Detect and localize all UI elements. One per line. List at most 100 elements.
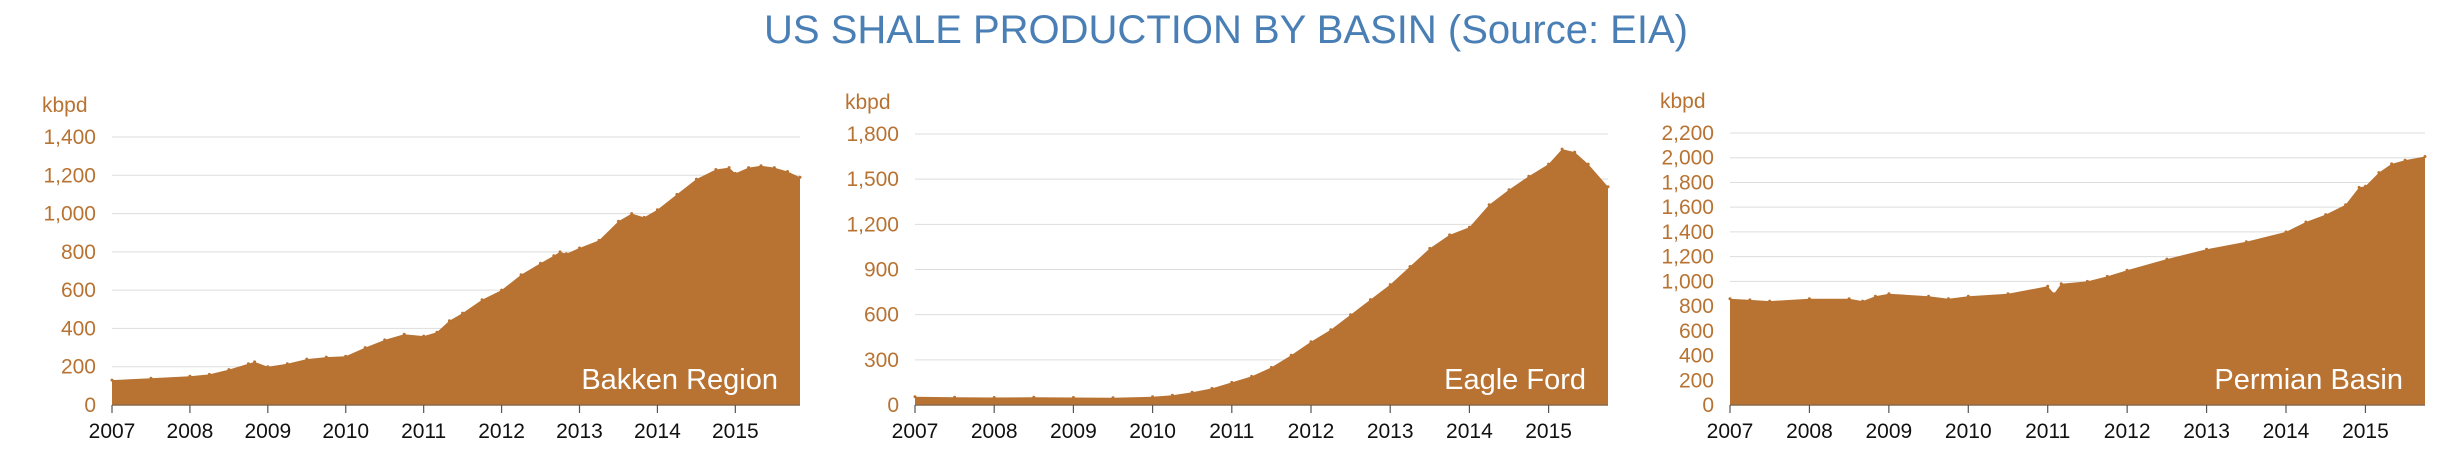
y-tick-label: 400 bbox=[61, 317, 96, 340]
x-tick-label: 2014 bbox=[634, 420, 681, 443]
data-point bbox=[913, 395, 917, 399]
data-point bbox=[1309, 340, 1313, 344]
data-point bbox=[642, 215, 646, 219]
data-point bbox=[1847, 297, 1851, 301]
data-point bbox=[383, 338, 387, 342]
data-point bbox=[1966, 294, 1970, 298]
data-point bbox=[324, 355, 328, 359]
data-point bbox=[747, 166, 751, 170]
data-point bbox=[2105, 274, 2109, 278]
data-point bbox=[772, 166, 776, 170]
y-tick-label: 300 bbox=[864, 349, 899, 372]
x-tick-label: 2009 bbox=[244, 420, 291, 443]
x-tick-label: 2012 bbox=[1288, 420, 1335, 443]
x-tick-label: 2015 bbox=[2342, 420, 2389, 443]
x-tick-label: 2012 bbox=[478, 420, 525, 443]
y-tick-label: 0 bbox=[1702, 394, 1714, 417]
data-point bbox=[1368, 298, 1372, 302]
y-tick-label: 600 bbox=[864, 304, 899, 327]
data-point bbox=[564, 252, 568, 256]
data-point bbox=[402, 332, 406, 336]
data-point bbox=[305, 357, 309, 361]
data-point bbox=[1946, 297, 1950, 301]
data-point bbox=[539, 261, 542, 265]
data-point bbox=[1032, 395, 1036, 399]
y-tick-label: 800 bbox=[1679, 295, 1714, 318]
chart-panel-1: 0 200 400 600 800 1,000 1,200 1,400 kbpd 2007 2008… bbox=[42, 94, 802, 443]
data-point bbox=[714, 168, 718, 171]
data-point bbox=[1329, 328, 1333, 332]
data-point bbox=[1728, 297, 1732, 301]
x-tick-label: 2012 bbox=[2104, 420, 2151, 443]
data-point bbox=[2363, 184, 2367, 188]
data-point bbox=[1111, 396, 1115, 400]
data-point bbox=[1170, 393, 1174, 397]
y-tick-label: 200 bbox=[61, 356, 96, 379]
data-point bbox=[1151, 395, 1155, 399]
data-point bbox=[363, 346, 367, 350]
data-point bbox=[1269, 365, 1273, 369]
page-title: US SHALE PRODUCTION BY BASIN (Source: EI… bbox=[764, 8, 1688, 52]
data-point bbox=[1527, 174, 1531, 178]
data-point bbox=[1507, 188, 1511, 192]
data-point bbox=[1408, 265, 1412, 268]
x-tick-label: 2009 bbox=[1050, 420, 1097, 443]
x-tick-label: 2014 bbox=[2263, 420, 2310, 443]
data-point bbox=[1748, 298, 1752, 302]
data-point bbox=[1861, 299, 1865, 303]
data-point bbox=[727, 166, 731, 170]
data-point bbox=[2046, 284, 2050, 288]
basin-label: Eagle Ford bbox=[1444, 364, 1586, 396]
x-tick-label: 2011 bbox=[2025, 420, 2070, 443]
y-tick-label: 1,200 bbox=[846, 213, 899, 236]
data-point bbox=[253, 360, 257, 364]
x-tick-label: 2013 bbox=[1367, 420, 1414, 443]
data-point bbox=[2357, 185, 2361, 189]
data-point bbox=[447, 319, 451, 323]
data-point bbox=[344, 354, 348, 358]
data-point bbox=[1230, 380, 1234, 384]
y-tick-label: 1,400 bbox=[1661, 221, 1714, 244]
data-point bbox=[798, 175, 802, 179]
x-tick-label: 2014 bbox=[1446, 420, 1493, 443]
y-tick-label: 900 bbox=[864, 259, 899, 282]
y-tick-label: 1,500 bbox=[846, 168, 899, 191]
data-point bbox=[110, 378, 114, 382]
y-tick-label: 200 bbox=[1679, 369, 1714, 392]
x-tick-label: 2008 bbox=[167, 420, 214, 443]
data-point bbox=[2284, 230, 2288, 234]
data-point bbox=[2052, 292, 2056, 296]
y-tick-label: 1,600 bbox=[1661, 196, 1714, 219]
data-point bbox=[2403, 158, 2407, 162]
data-point bbox=[2377, 171, 2381, 175]
y-tick-label: 1,000 bbox=[1661, 270, 1714, 293]
x-tick-label: 2007 bbox=[1707, 420, 1754, 443]
data-point bbox=[2006, 292, 2010, 296]
data-point bbox=[558, 250, 562, 254]
chart-panel-3: 02004006008001,0001,2001,4001,6001,8002,… bbox=[1660, 90, 2427, 443]
area-series bbox=[112, 165, 800, 405]
data-point bbox=[1927, 294, 1931, 298]
x-tick-label: 2013 bbox=[2183, 420, 2230, 443]
data-point bbox=[733, 171, 737, 175]
y-tick-label: 600 bbox=[61, 279, 96, 302]
data-point bbox=[1586, 162, 1590, 166]
area-series bbox=[1730, 156, 2425, 405]
data-point bbox=[1606, 185, 1610, 189]
y-axis-label: kbpd bbox=[845, 91, 891, 114]
data-point bbox=[1388, 283, 1392, 287]
y-tick-label: 2,000 bbox=[1661, 147, 1714, 170]
data-point bbox=[1573, 150, 1577, 154]
y-tick-label: 0 bbox=[887, 394, 899, 417]
x-tick-label: 2009 bbox=[1865, 420, 1912, 443]
y-tick-label: 1,800 bbox=[846, 123, 899, 146]
x-tick-label: 2008 bbox=[1786, 420, 1833, 443]
data-point bbox=[1547, 162, 1551, 166]
data-point bbox=[675, 192, 679, 196]
y-tick-label: 1,400 bbox=[43, 126, 96, 149]
x-tick-label: 2007 bbox=[89, 420, 136, 443]
x-tick-label: 2015 bbox=[712, 420, 759, 443]
data-point bbox=[992, 396, 996, 399]
data-point bbox=[461, 311, 465, 315]
